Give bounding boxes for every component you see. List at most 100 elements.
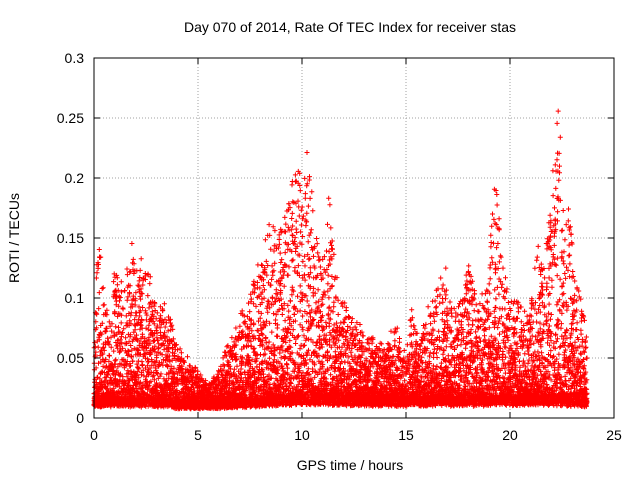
data-point bbox=[119, 289, 124, 295]
data-point bbox=[155, 337, 161, 343]
data-point bbox=[101, 344, 107, 350]
data-point bbox=[122, 288, 128, 294]
data-point bbox=[96, 306, 102, 312]
data-point bbox=[133, 310, 139, 316]
data-point bbox=[126, 339, 132, 345]
data-point bbox=[101, 370, 107, 375]
data-point bbox=[99, 320, 105, 326]
data-point bbox=[158, 371, 164, 377]
data-point bbox=[148, 378, 154, 384]
data-point bbox=[109, 321, 115, 327]
data-point bbox=[159, 317, 165, 323]
data-point bbox=[146, 305, 152, 311]
data-point bbox=[124, 374, 130, 380]
data-point bbox=[115, 287, 121, 293]
data-point bbox=[117, 343, 123, 349]
data-point bbox=[154, 310, 160, 316]
data-point bbox=[162, 316, 168, 322]
data-point bbox=[151, 313, 157, 319]
data-point bbox=[134, 381, 140, 387]
data-point bbox=[98, 254, 104, 260]
data-point bbox=[136, 278, 142, 284]
data-point bbox=[94, 311, 100, 317]
data-point bbox=[132, 302, 138, 308]
data-point bbox=[103, 328, 109, 334]
data-point bbox=[158, 313, 164, 319]
data-point bbox=[131, 271, 137, 276]
data-point bbox=[96, 290, 102, 296]
data-point bbox=[165, 328, 171, 334]
data-point bbox=[114, 275, 120, 281]
data-point bbox=[146, 334, 152, 340]
data-point bbox=[171, 370, 176, 376]
data-point bbox=[142, 277, 148, 282]
data-point bbox=[108, 344, 114, 350]
data-point bbox=[159, 360, 165, 366]
data-point bbox=[98, 359, 104, 365]
data-point bbox=[135, 365, 141, 371]
data-point bbox=[131, 329, 137, 335]
data-point bbox=[114, 272, 120, 278]
data-point bbox=[96, 247, 102, 252]
data-point bbox=[146, 370, 152, 376]
data-point bbox=[154, 355, 160, 361]
data-point bbox=[124, 320, 130, 326]
data-point bbox=[154, 330, 160, 336]
data-point bbox=[125, 294, 131, 300]
data-point bbox=[126, 349, 132, 354]
chart-title: Day 070 of 2014, Rate Of TEC Index for r… bbox=[184, 19, 516, 35]
data-point bbox=[118, 279, 124, 285]
data-point bbox=[134, 372, 140, 378]
data-point bbox=[107, 353, 112, 359]
data-point bbox=[106, 319, 112, 325]
data-point bbox=[123, 335, 129, 341]
data-point bbox=[153, 316, 159, 322]
data-point bbox=[164, 334, 170, 340]
data-point bbox=[131, 261, 137, 267]
data-point bbox=[172, 353, 177, 358]
data-point bbox=[154, 323, 160, 329]
data-point bbox=[147, 274, 153, 280]
data-point bbox=[128, 363, 133, 369]
data-point bbox=[151, 321, 157, 327]
data-point bbox=[132, 296, 138, 302]
data-point bbox=[123, 313, 129, 319]
data-point bbox=[120, 330, 125, 336]
data-point bbox=[171, 365, 177, 371]
data-point bbox=[103, 356, 109, 362]
data-point bbox=[160, 307, 166, 313]
data-point bbox=[139, 385, 145, 391]
data-point bbox=[127, 318, 133, 324]
data-point bbox=[137, 380, 143, 386]
data-point bbox=[170, 336, 176, 342]
data-point bbox=[99, 286, 105, 291]
data-point bbox=[165, 349, 171, 355]
data-point bbox=[137, 339, 143, 345]
data-point bbox=[144, 363, 150, 369]
data-point bbox=[136, 342, 142, 348]
data-point bbox=[152, 349, 158, 355]
data-point bbox=[124, 266, 130, 272]
data-point bbox=[108, 334, 114, 340]
data-point bbox=[165, 364, 171, 370]
data-point bbox=[106, 341, 112, 347]
data-point bbox=[127, 378, 132, 384]
data-point bbox=[112, 358, 118, 364]
data-point bbox=[146, 322, 152, 328]
data-point bbox=[124, 359, 130, 364]
data-point bbox=[127, 290, 132, 296]
data-point bbox=[95, 344, 101, 350]
data-point bbox=[170, 326, 176, 332]
data-point bbox=[104, 325, 110, 331]
data-point bbox=[116, 303, 122, 309]
data-point bbox=[140, 305, 146, 310]
data-point bbox=[94, 270, 100, 276]
data-point bbox=[105, 338, 111, 344]
data-point bbox=[99, 331, 105, 337]
data-point bbox=[101, 347, 107, 353]
data-point bbox=[135, 321, 141, 327]
data-point bbox=[120, 345, 126, 351]
data-point bbox=[141, 339, 147, 345]
data-point bbox=[157, 325, 163, 331]
